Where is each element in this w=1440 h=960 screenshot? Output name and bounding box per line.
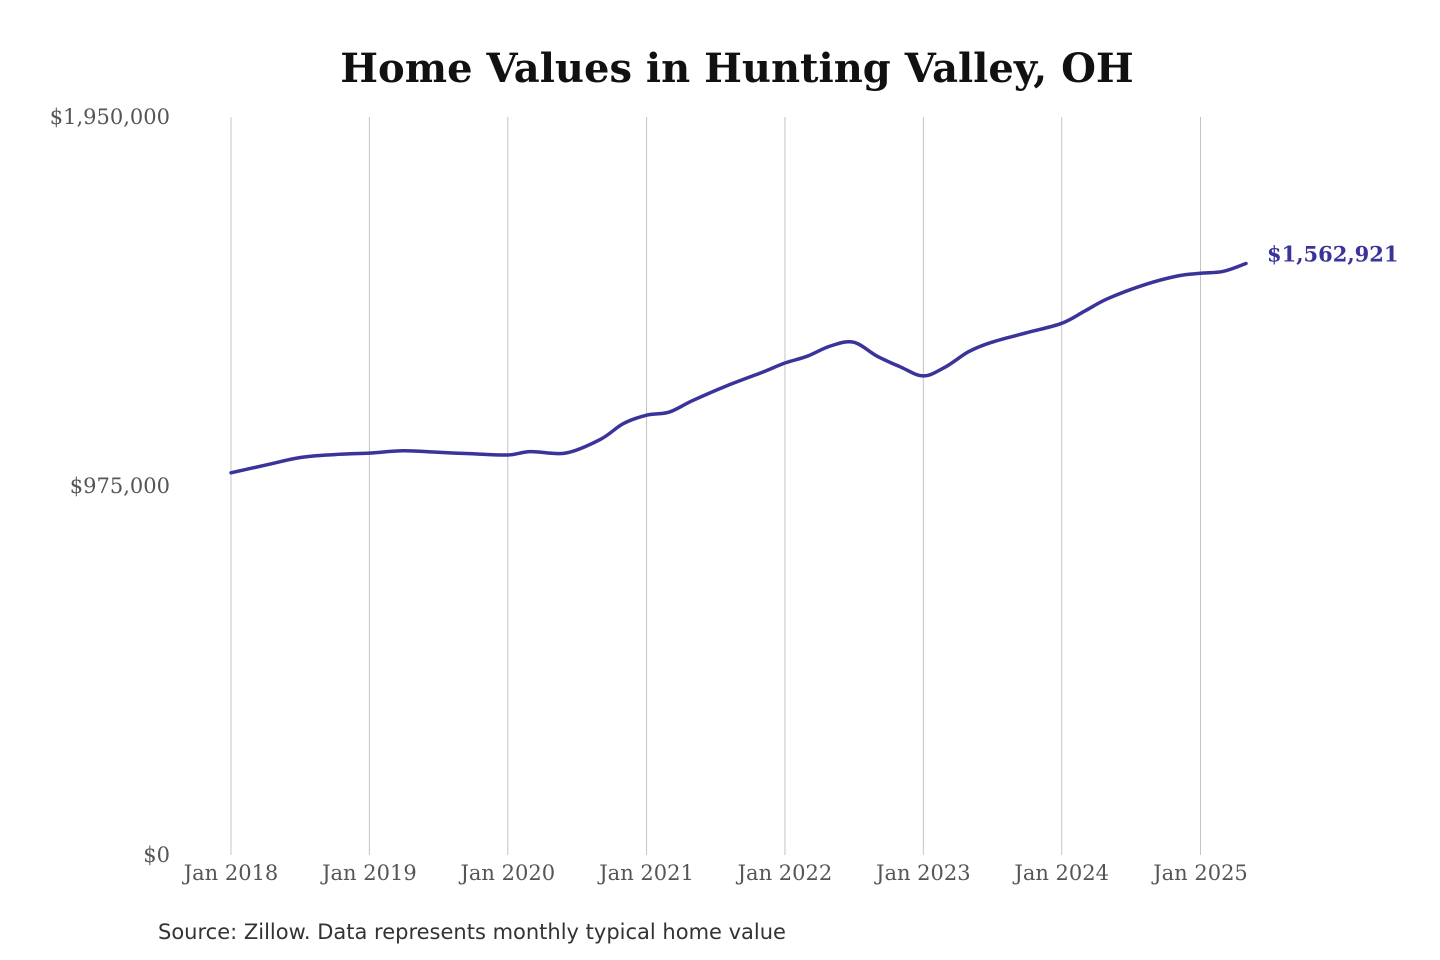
y-tick-label-1: $975,000 xyxy=(70,474,170,498)
vertical-gridlines xyxy=(230,117,1202,855)
y-tick-label-2: $0 xyxy=(143,843,170,867)
x-tick-label-2023: Jan 2023 xyxy=(874,861,971,885)
end-value-label: $1,562,921 xyxy=(1267,242,1399,267)
x-tick-label-2022: Jan 2022 xyxy=(736,861,833,885)
y-tick-label-0: $1,950,000 xyxy=(50,105,170,129)
y-axis-tick-labels: $1,950,000 $975,000 $0 xyxy=(50,105,170,867)
x-tick-label-2024: Jan 2024 xyxy=(1012,861,1109,885)
source-note: Source: Zillow. Data represents monthly … xyxy=(158,920,786,944)
x-tick-label-2025: Jan 2025 xyxy=(1151,861,1248,885)
x-tick-label-2019: Jan 2019 xyxy=(320,861,417,885)
x-tick-label-2018: Jan 2018 xyxy=(182,861,279,885)
x-axis-tick-labels: Jan 2018 Jan 2019 Jan 2020 Jan 2021 Jan 2022… xyxy=(182,861,1248,885)
x-tick-label-2020: Jan 2020 xyxy=(458,861,555,885)
x-tick-label-2021: Jan 2021 xyxy=(597,861,694,885)
series-group xyxy=(229,261,1248,475)
chart-title: Home Values in Hunting Valley, OH xyxy=(340,45,1133,92)
series-line-0 xyxy=(229,261,1248,475)
